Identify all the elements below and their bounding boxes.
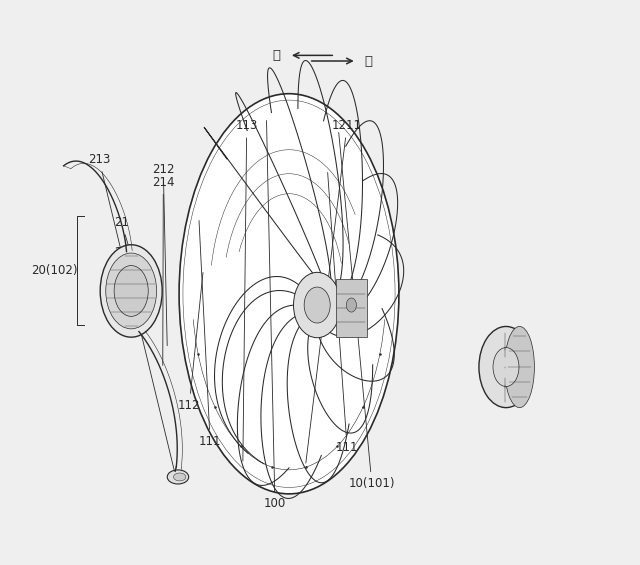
Text: 100: 100 [264,120,286,511]
Text: 114: 114 [346,305,368,337]
Text: 112: 112 [178,272,203,412]
Text: 113: 113 [236,119,258,461]
Ellipse shape [114,266,148,316]
Text: 21: 21 [114,216,149,315]
Text: 213: 213 [88,153,175,471]
Ellipse shape [504,327,534,407]
Text: 30: 30 [511,347,527,397]
Ellipse shape [304,287,330,323]
Text: 10(101): 10(101) [339,132,395,490]
Text: 212: 212 [152,163,175,346]
Text: 後: 後 [273,49,280,62]
FancyBboxPatch shape [336,279,367,337]
Ellipse shape [167,470,189,484]
Ellipse shape [100,245,162,337]
Ellipse shape [179,94,399,494]
Text: 22: 22 [114,277,154,290]
Ellipse shape [294,272,341,338]
Text: 1211: 1211 [306,119,362,463]
Ellipse shape [346,298,356,312]
Text: 111: 111 [328,172,358,454]
Text: 111: 111 [199,220,221,448]
Text: 20(102): 20(102) [31,264,77,277]
Text: 前: 前 [364,54,372,67]
Ellipse shape [106,253,157,329]
Text: 21: 21 [114,270,152,324]
Ellipse shape [493,347,519,386]
Ellipse shape [479,327,533,407]
Ellipse shape [173,473,186,481]
Text: 21: 21 [114,246,153,300]
Text: 214: 214 [152,176,175,366]
